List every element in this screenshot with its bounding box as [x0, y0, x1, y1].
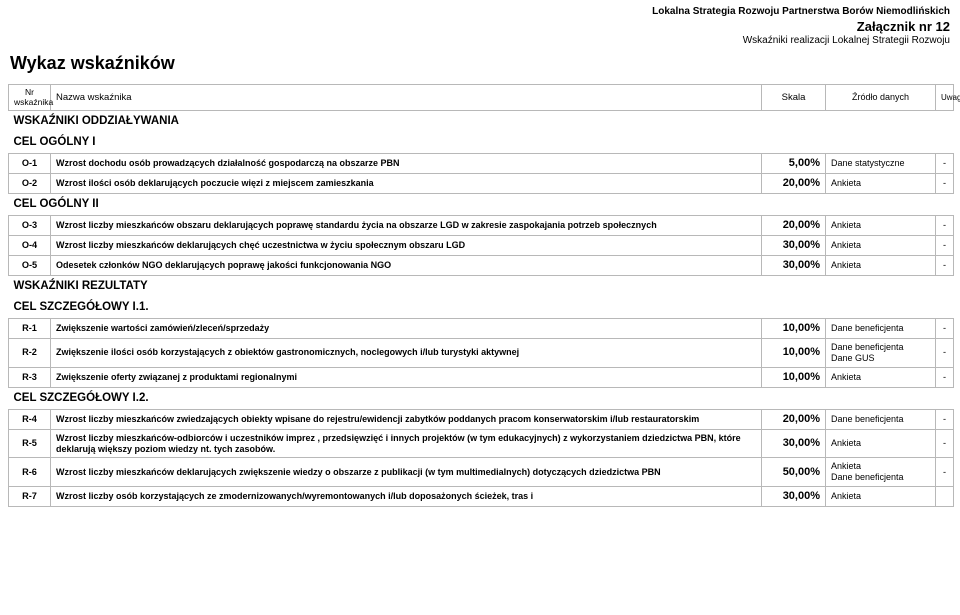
indicator-remark: - [936, 367, 954, 387]
indicator-code: R-5 [9, 429, 51, 458]
section-heading: CEL SZCZEGÓŁOWY I.2. [9, 387, 954, 409]
indicator-remark: - [936, 256, 954, 276]
document-header: Lokalna Strategia Rozwoju Partnerstwa Bo… [0, 0, 960, 49]
header-line-1: Lokalna Strategia Rozwoju Partnerstwa Bo… [0, 6, 950, 19]
indicator-remark: - [936, 339, 954, 368]
indicator-remark: - [936, 153, 954, 173]
section-heading: CEL OGÓLNY II [9, 193, 954, 215]
indicator-scale: 30,00% [762, 487, 826, 507]
indicator-source: Dane beneficjenta [826, 318, 936, 338]
indicator-code: R-2 [9, 339, 51, 368]
indicator-scale: 50,00% [762, 458, 826, 487]
indicator-source: Ankieta [826, 173, 936, 193]
table-row: R-5Wzrost liczby mieszkańców-odbiorców i… [9, 429, 954, 458]
indicator-remark: - [936, 458, 954, 487]
indicator-source: Dane beneficjenta Dane GUS [826, 339, 936, 368]
indicator-scale: 20,00% [762, 215, 826, 235]
indicator-code: O-2 [9, 173, 51, 193]
section-heading: CEL SZCZEGÓŁOWY I.1. [9, 297, 954, 318]
indicator-code: R-4 [9, 409, 51, 429]
indicator-remark: - [936, 409, 954, 429]
table-body: WSKAŹNIKI ODDZIAŁYWANIACEL OGÓLNY IO-1Wz… [9, 110, 954, 506]
indicator-code: R-3 [9, 367, 51, 387]
section-heading: CEL OGÓLNY I [9, 132, 954, 153]
table-row: O-5Odesetek członków NGO deklarujących p… [9, 256, 954, 276]
section-heading-row: CEL OGÓLNY II [9, 193, 954, 215]
indicator-scale: 5,00% [762, 153, 826, 173]
table-row: R-6Wzrost liczby mieszkańców deklarujący… [9, 458, 954, 487]
col-header-remark: Uwagi [936, 85, 954, 111]
indicator-remark: - [936, 235, 954, 255]
indicator-name: Wzrost ilości osób deklarujących poczuci… [51, 173, 762, 193]
indicator-remark: - [936, 173, 954, 193]
table-row: O-1Wzrost dochodu osób prowadzących dzia… [9, 153, 954, 173]
col-header-scale: Skala [762, 85, 826, 111]
header-line-3: Wskaźniki realizacji Lokalnej Strategii … [0, 35, 950, 48]
indicator-scale: 10,00% [762, 318, 826, 338]
indicator-name: Zwiększenie ilości osób korzystających z… [51, 339, 762, 368]
col-header-code: Nr wskaźnika [9, 85, 51, 111]
section-heading-row: WSKAŹNIKI ODDZIAŁYWANIA [9, 110, 954, 131]
indicator-scale: 10,00% [762, 367, 826, 387]
table-row: R-1Zwiększenie wartości zamówień/zleceń/… [9, 318, 954, 338]
table-row: O-2Wzrost ilości osób deklarujących pocz… [9, 173, 954, 193]
indicator-source: Ankieta [826, 235, 936, 255]
indicator-source: Ankieta [826, 429, 936, 458]
indicator-scale: 30,00% [762, 256, 826, 276]
indicator-source: Ankieta [826, 215, 936, 235]
indicator-name: Wzrost liczby mieszkańców deklarujących … [51, 235, 762, 255]
header-line-2: Załącznik nr 12 [0, 19, 950, 35]
indicator-scale: 10,00% [762, 339, 826, 368]
indicator-name: Wzrost liczby mieszkańców obszaru deklar… [51, 215, 762, 235]
indicator-name: Wzrost dochodu osób prowadzących działal… [51, 153, 762, 173]
section-heading: WSKAŹNIKI ODDZIAŁYWANIA [9, 110, 954, 131]
indicators-table: Nr wskaźnika Nazwa wskaźnika Skala Źródł… [8, 84, 954, 507]
indicator-source: Ankieta [826, 367, 936, 387]
indicator-name: Wzrost liczby mieszkańców deklarujących … [51, 458, 762, 487]
indicator-source: Ankieta [826, 256, 936, 276]
indicator-remark: - [936, 318, 954, 338]
indicator-scale: 30,00% [762, 429, 826, 458]
indicator-code: O-1 [9, 153, 51, 173]
indicator-remark [936, 487, 954, 507]
indicator-name: Zwiększenie wartości zamówień/zleceń/spr… [51, 318, 762, 338]
indicator-code: O-3 [9, 215, 51, 235]
section-heading: WSKAŹNIKI REZULTATY [9, 276, 954, 297]
indicator-source: Ankieta [826, 487, 936, 507]
indicator-remark: - [936, 429, 954, 458]
table-row: R-2Zwiększenie ilości osób korzystającyc… [9, 339, 954, 368]
indicator-code: R-1 [9, 318, 51, 338]
section-heading-row: WSKAŹNIKI REZULTATY [9, 276, 954, 297]
indicator-code: R-6 [9, 458, 51, 487]
indicator-name: Wzrost liczby mieszkańców-odbiorców i uc… [51, 429, 762, 458]
table-row: O-4Wzrost liczby mieszkańców deklarujący… [9, 235, 954, 255]
indicator-name: Wzrost liczby osób korzystających ze zmo… [51, 487, 762, 507]
indicator-scale: 20,00% [762, 173, 826, 193]
table-row: R-4Wzrost liczby mieszkańców zwiedzający… [9, 409, 954, 429]
table-header-row: Nr wskaźnika Nazwa wskaźnika Skala Źródł… [9, 85, 954, 111]
table-row: R-3Zwiększenie oferty związanej z produk… [9, 367, 954, 387]
col-header-source: Źródło danych [826, 85, 936, 111]
col-header-name: Nazwa wskaźnika [51, 85, 762, 111]
indicator-code: O-5 [9, 256, 51, 276]
indicator-remark: - [936, 215, 954, 235]
indicator-scale: 30,00% [762, 235, 826, 255]
indicator-name: Wzrost liczby mieszkańców zwiedzających … [51, 409, 762, 429]
indicator-name: Odesetek członków NGO deklarujących popr… [51, 256, 762, 276]
indicator-code: R-7 [9, 487, 51, 507]
section-heading-row: CEL SZCZEGÓŁOWY I.1. [9, 297, 954, 318]
indicator-name: Zwiększenie oferty związanej z produktam… [51, 367, 762, 387]
indicator-scale: 20,00% [762, 409, 826, 429]
indicator-source: Ankieta Dane beneficjenta [826, 458, 936, 487]
page-title: Wykaz wskaźników [0, 49, 960, 84]
table-row: R-7Wzrost liczby osób korzystających ze … [9, 487, 954, 507]
section-heading-row: CEL OGÓLNY I [9, 132, 954, 153]
indicator-source: Dane beneficjenta [826, 409, 936, 429]
indicator-source: Dane statystyczne [826, 153, 936, 173]
table-row: O-3Wzrost liczby mieszkańców obszaru dek… [9, 215, 954, 235]
indicator-code: O-4 [9, 235, 51, 255]
section-heading-row: CEL SZCZEGÓŁOWY I.2. [9, 387, 954, 409]
